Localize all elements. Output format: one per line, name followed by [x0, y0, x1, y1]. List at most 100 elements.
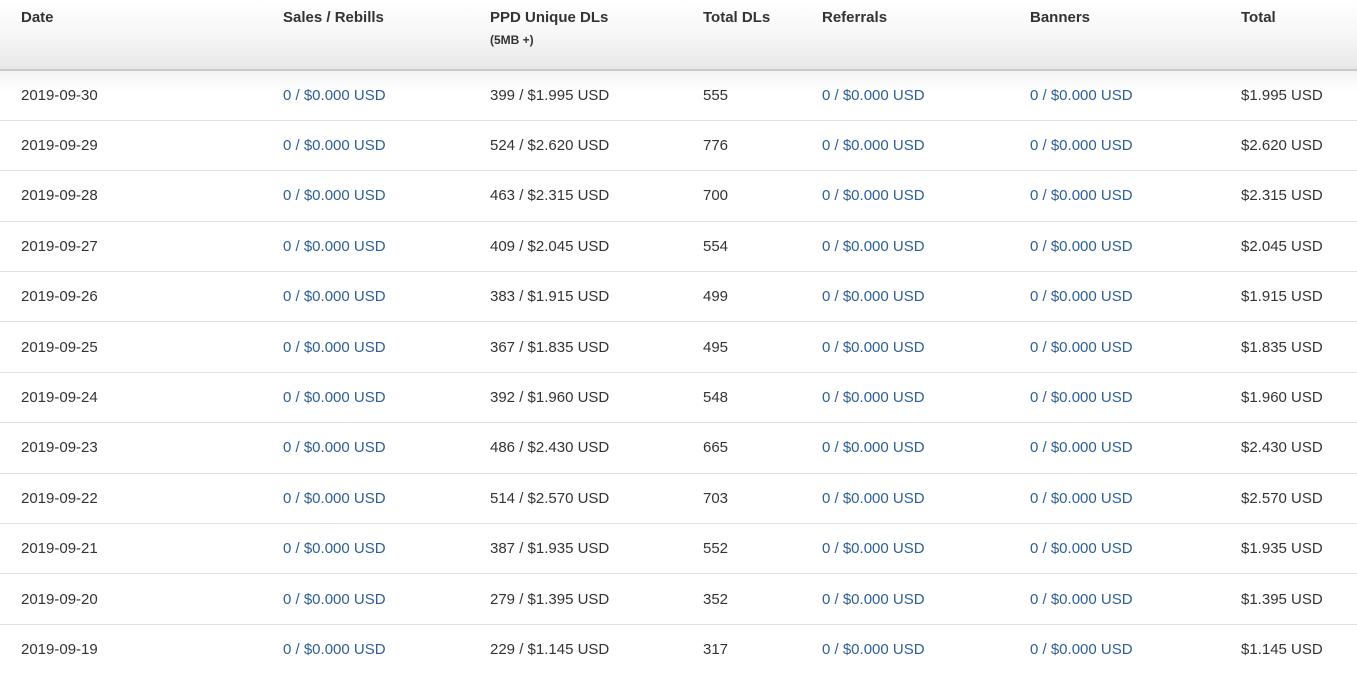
- cell-banners[interactable]: 0 / $0.000 USD: [1009, 271, 1220, 322]
- cell-banners[interactable]: 0 / $0.000 USD: [1009, 119, 1220, 171]
- cell-total: $2.570 USD: [1220, 472, 1357, 524]
- cell-date: 2019-09-20: [0, 573, 262, 625]
- cell-sales-rebills[interactable]: 0 / $0.000 USD: [262, 472, 469, 524]
- cell-sales-rebills[interactable]: 0 / $0.000 USD: [262, 69, 469, 121]
- column-header-sales-rebills: Sales / Rebills: [262, 0, 469, 71]
- cell-total-dls: 352: [682, 573, 801, 625]
- cell-banners[interactable]: 0 / $0.000 USD: [1009, 623, 1220, 675]
- cell-banners[interactable]: 0 / $0.000 USD: [1009, 523, 1220, 574]
- column-header-ppd-sublabel: (5MB +): [490, 33, 534, 47]
- cell-sales-rebills[interactable]: 0 / $0.000 USD: [262, 523, 469, 574]
- cell-referrals[interactable]: 0 / $0.000 USD: [801, 523, 1009, 574]
- table-row: 2019-09-22 0 / $0.000 USD 514 / $2.570 USD…: [0, 472, 1357, 524]
- cell-sales-rebills[interactable]: 0 / $0.000 USD: [262, 623, 469, 675]
- cell-banners[interactable]: 0 / $0.000 USD: [1009, 220, 1220, 272]
- cell-date: 2019-09-19: [0, 623, 262, 675]
- cell-sales-rebills[interactable]: 0 / $0.000 USD: [262, 573, 469, 625]
- cell-total: $1.960 USD: [1220, 371, 1357, 423]
- cell-banners[interactable]: 0 / $0.000 USD: [1009, 472, 1220, 524]
- cell-referrals[interactable]: 0 / $0.000 USD: [801, 422, 1009, 474]
- column-header-ppd-unique-dls: PPD Unique DLs (5MB +): [469, 0, 682, 71]
- table-row: 2019-09-29 0 / $0.000 USD 524 / $2.620 USD…: [0, 119, 1357, 171]
- cell-sales-rebills[interactable]: 0 / $0.000 USD: [262, 271, 469, 322]
- cell-total-dls: 700: [682, 170, 801, 222]
- cell-ppd-unique-dls: 486 / $2.430 USD: [469, 422, 682, 474]
- cell-sales-rebills[interactable]: 0 / $0.000 USD: [262, 422, 469, 474]
- cell-ppd-unique-dls: 524 / $2.620 USD: [469, 119, 682, 171]
- cell-total-dls: 776: [682, 119, 801, 171]
- cell-sales-rebills[interactable]: 0 / $0.000 USD: [262, 119, 469, 171]
- cell-total-dls: 703: [682, 472, 801, 524]
- cell-referrals[interactable]: 0 / $0.000 USD: [801, 573, 1009, 625]
- cell-date: 2019-09-22: [0, 472, 262, 524]
- cell-date: 2019-09-30: [0, 69, 262, 121]
- cell-banners[interactable]: 0 / $0.000 USD: [1009, 321, 1220, 373]
- cell-total-dls: 554: [682, 220, 801, 272]
- cell-referrals[interactable]: 0 / $0.000 USD: [801, 119, 1009, 171]
- cell-total-dls: 499: [682, 271, 801, 322]
- cell-total: $1.915 USD: [1220, 271, 1357, 322]
- cell-ppd-unique-dls: 279 / $1.395 USD: [469, 573, 682, 625]
- cell-total: $1.935 USD: [1220, 523, 1357, 574]
- cell-referrals[interactable]: 0 / $0.000 USD: [801, 271, 1009, 322]
- table-header: Date Sales / Rebills PPD Unique DLs (5MB…: [0, 0, 1357, 71]
- table-row: 2019-09-23 0 / $0.000 USD 486 / $2.430 USD…: [0, 422, 1357, 474]
- cell-total: $1.835 USD: [1220, 321, 1357, 373]
- cell-referrals[interactable]: 0 / $0.000 USD: [801, 170, 1009, 222]
- cell-banners[interactable]: 0 / $0.000 USD: [1009, 170, 1220, 222]
- cell-referrals[interactable]: 0 / $0.000 USD: [801, 472, 1009, 524]
- cell-referrals[interactable]: 0 / $0.000 USD: [801, 69, 1009, 121]
- table-row: 2019-09-19 0 / $0.000 USD 229 / $1.145 USD…: [0, 623, 1357, 675]
- cell-referrals[interactable]: 0 / $0.000 USD: [801, 220, 1009, 272]
- column-header-total: Total: [1220, 0, 1357, 71]
- cell-sales-rebills[interactable]: 0 / $0.000 USD: [262, 321, 469, 373]
- cell-ppd-unique-dls: 383 / $1.915 USD: [469, 271, 682, 322]
- cell-date: 2019-09-24: [0, 371, 262, 423]
- cell-banners[interactable]: 0 / $0.000 USD: [1009, 371, 1220, 423]
- cell-sales-rebills[interactable]: 0 / $0.000 USD: [262, 371, 469, 423]
- cell-date: 2019-09-27: [0, 220, 262, 272]
- table-row: 2019-09-25 0 / $0.000 USD 367 / $1.835 USD…: [0, 321, 1357, 373]
- table-row: 2019-09-28 0 / $0.000 USD 463 / $2.315 USD…: [0, 170, 1357, 222]
- column-header-ppd-label: PPD Unique DLs: [490, 9, 609, 26]
- table-row: 2019-09-20 0 / $0.000 USD 279 / $1.395 USD…: [0, 573, 1357, 625]
- cell-ppd-unique-dls: 392 / $1.960 USD: [469, 371, 682, 423]
- cell-date: 2019-09-25: [0, 321, 262, 373]
- table-row: 2019-09-26 0 / $0.000 USD 383 / $1.915 USD…: [0, 271, 1357, 322]
- cell-sales-rebills[interactable]: 0 / $0.000 USD: [262, 220, 469, 272]
- column-header-banners: Banners: [1009, 0, 1220, 71]
- table-row: 2019-09-27 0 / $0.000 USD 409 / $2.045 USD…: [0, 220, 1357, 272]
- cell-total: $2.315 USD: [1220, 170, 1357, 222]
- cell-ppd-unique-dls: 387 / $1.935 USD: [469, 523, 682, 574]
- cell-ppd-unique-dls: 367 / $1.835 USD: [469, 321, 682, 373]
- cell-ppd-unique-dls: 514 / $2.570 USD: [469, 472, 682, 524]
- cell-banners[interactable]: 0 / $0.000 USD: [1009, 69, 1220, 121]
- cell-total-dls: 555: [682, 69, 801, 121]
- cell-date: 2019-09-23: [0, 422, 262, 474]
- table-row: 2019-09-30 0 / $0.000 USD 399 / $1.995 USD…: [0, 69, 1357, 121]
- cell-date: 2019-09-26: [0, 271, 262, 322]
- table-row: 2019-09-24 0 / $0.000 USD 392 / $1.960 USD…: [0, 371, 1357, 423]
- cell-referrals[interactable]: 0 / $0.000 USD: [801, 623, 1009, 675]
- cell-banners[interactable]: 0 / $0.000 USD: [1009, 422, 1220, 474]
- table-body: 2019-09-30 0 / $0.000 USD 399 / $1.995 USD…: [0, 69, 1357, 675]
- cell-total: $2.045 USD: [1220, 220, 1357, 272]
- cell-sales-rebills[interactable]: 0 / $0.000 USD: [262, 170, 469, 222]
- cell-total: $2.620 USD: [1220, 119, 1357, 171]
- cell-ppd-unique-dls: 229 / $1.145 USD: [469, 623, 682, 675]
- cell-date: 2019-09-29: [0, 119, 262, 171]
- cell-total: $1.995 USD: [1220, 69, 1357, 121]
- cell-referrals[interactable]: 0 / $0.000 USD: [801, 371, 1009, 423]
- cell-referrals[interactable]: 0 / $0.000 USD: [801, 321, 1009, 373]
- cell-banners[interactable]: 0 / $0.000 USD: [1009, 573, 1220, 625]
- cell-ppd-unique-dls: 409 / $2.045 USD: [469, 220, 682, 272]
- cell-total-dls: 552: [682, 523, 801, 574]
- column-header-date: Date: [0, 0, 262, 71]
- cell-total: $1.145 USD: [1220, 623, 1357, 675]
- cell-total-dls: 317: [682, 623, 801, 675]
- cell-ppd-unique-dls: 463 / $2.315 USD: [469, 170, 682, 222]
- column-header-total-dls: Total DLs: [682, 0, 801, 71]
- cell-ppd-unique-dls: 399 / $1.995 USD: [469, 69, 682, 121]
- table-row: 2019-09-21 0 / $0.000 USD 387 / $1.935 USD…: [0, 523, 1357, 574]
